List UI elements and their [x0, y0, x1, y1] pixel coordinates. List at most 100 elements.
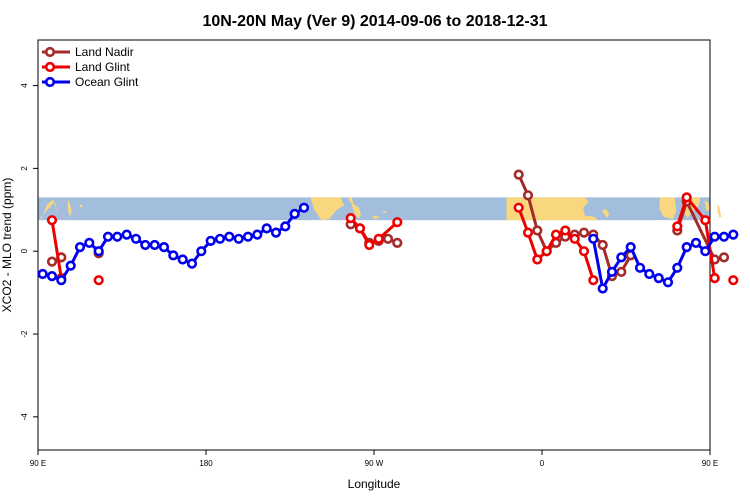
land-patch [79, 204, 83, 208]
legend-marker [44, 76, 56, 88]
x-tick-label: 90 E [702, 459, 718, 468]
x-tick-label: 90 W [365, 459, 384, 468]
land-patch [381, 211, 388, 214]
data-point [186, 258, 198, 269]
data-point [662, 277, 674, 288]
data-point [569, 233, 580, 244]
data-point [578, 227, 590, 238]
data-point [616, 266, 627, 278]
data-point [672, 221, 683, 232]
data-point [672, 262, 683, 273]
y-axis-label: XCO2 - MLO trend (ppm) [0, 178, 14, 313]
series-line [591, 233, 734, 290]
x-tick-label: 180 [199, 459, 213, 468]
data-point [112, 231, 123, 242]
data-point [616, 252, 627, 263]
data-point [149, 239, 160, 251]
data-point [382, 233, 394, 244]
data-point [513, 202, 524, 213]
land-ocean-map-band [38, 197, 722, 221]
data-point [728, 229, 739, 240]
data-point [709, 231, 720, 242]
data-point [597, 283, 608, 294]
x-tick-label: 0 [540, 459, 545, 468]
data-point [681, 242, 692, 253]
data-point [252, 229, 263, 240]
y-tick-label: -2 [20, 330, 29, 338]
y-tick-label: -4 [20, 413, 29, 421]
data-point [644, 268, 655, 280]
legend-label: Land Nadir [75, 45, 134, 59]
data-point [625, 242, 636, 253]
data-point [354, 223, 366, 234]
legend-label: Ocean Glint [75, 75, 139, 89]
legend-marker [44, 46, 56, 58]
data-point [513, 169, 524, 180]
data-point [578, 246, 590, 257]
data-point [588, 275, 599, 286]
data-point [392, 217, 403, 228]
series-ocean-glint [37, 202, 739, 294]
data-point [270, 227, 282, 238]
data-point [700, 215, 711, 226]
data-point [289, 208, 300, 219]
land-patch [372, 215, 380, 219]
data-point [373, 233, 384, 244]
data-point [196, 246, 207, 257]
data-point [177, 254, 188, 265]
data-point [214, 233, 226, 244]
data-point [392, 237, 403, 248]
data-point [681, 192, 692, 203]
data-point [532, 254, 543, 265]
data-point [588, 233, 599, 244]
land-patch [347, 197, 361, 218]
data-point [550, 229, 562, 240]
data-point [541, 246, 552, 257]
data-point [242, 231, 254, 242]
land-patch [67, 199, 72, 218]
land-patch [704, 200, 710, 211]
legend-marker [44, 61, 56, 73]
data-point [84, 237, 95, 248]
data-point [522, 190, 534, 201]
data-point [102, 231, 114, 242]
data-point [65, 260, 76, 271]
data-point [690, 237, 702, 248]
data-point [718, 231, 730, 242]
data-point [233, 233, 244, 244]
land-patch [717, 204, 722, 218]
land-patch [38, 199, 59, 221]
data-point [634, 262, 646, 273]
data-point [93, 246, 104, 257]
data-point [606, 266, 618, 278]
y-tick-label: 2 [20, 166, 29, 171]
data-point [345, 213, 356, 224]
data-point [56, 275, 67, 286]
x-axis: 90 E 180 90 W 0 90 E [30, 450, 718, 468]
data-point [709, 273, 720, 284]
data-point [522, 227, 534, 238]
data-point [168, 250, 179, 261]
data-point [121, 229, 132, 240]
data-point [280, 221, 291, 232]
legend-label: Land Glint [75, 60, 130, 74]
land-patch [659, 197, 677, 219]
chart-title: 10N-20N May (Ver 9) 2014-09-06 to 2018-1… [202, 13, 547, 30]
data-point [46, 215, 58, 226]
data-point [205, 235, 216, 246]
data-point [130, 233, 142, 244]
data-point [298, 202, 310, 213]
series-line [50, 219, 63, 279]
data-point [532, 225, 543, 236]
x-tick-label: 90 E [30, 459, 46, 468]
series-land-glint [46, 192, 739, 286]
series-line [675, 195, 717, 279]
data-point [46, 256, 58, 267]
data-point [74, 242, 86, 253]
series-layer [37, 169, 739, 294]
data-point [140, 239, 151, 251]
data-point [46, 271, 58, 282]
data-point [728, 275, 739, 286]
